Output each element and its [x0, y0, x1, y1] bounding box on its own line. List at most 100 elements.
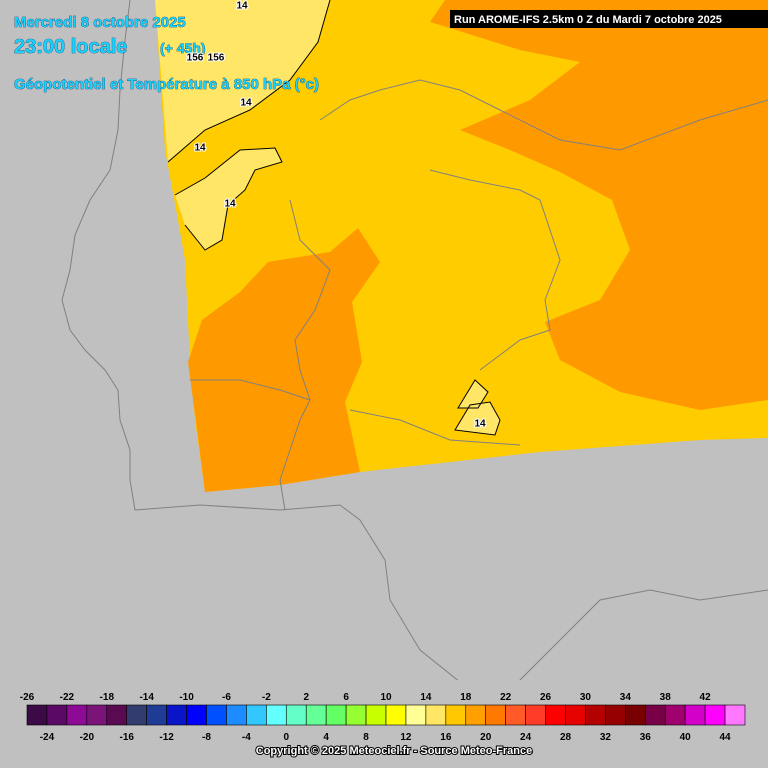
colorbar-box	[186, 704, 207, 726]
contour	[174, 147, 283, 251]
colorbar-label: 22	[500, 692, 512, 703]
colorbar-label: -4	[242, 732, 251, 743]
colorbar-label: 36	[640, 732, 652, 743]
colorbar-box	[106, 704, 128, 726]
colorbar-label: 38	[660, 692, 672, 703]
colorbar-label: 28	[560, 732, 572, 743]
contour	[454, 401, 501, 436]
colorbar-box	[585, 704, 606, 726]
run-info: Run AROME-IFS 2.5km 0 Z du Mardi 7 octob…	[454, 14, 722, 26]
colorbar-box	[525, 704, 546, 726]
field-18-20	[430, 0, 768, 410]
colorbar-label: 8	[363, 732, 369, 743]
colorbar-label: -18	[100, 692, 115, 703]
colorbar-box	[425, 704, 447, 726]
colorbar-box	[605, 704, 626, 726]
colorbar-label: -26	[20, 692, 35, 703]
border	[349, 409, 521, 446]
colorbar-label: -12	[159, 732, 174, 743]
colorbar-box	[166, 704, 187, 726]
colorbar-box	[505, 704, 526, 726]
colorbar-label: 18	[460, 692, 472, 703]
colorbar-label: 34	[620, 692, 632, 703]
border	[429, 169, 561, 371]
colorbar-box	[445, 704, 467, 726]
field-title: Géopotentiel et Température à 850 hPa (°…	[14, 76, 319, 93]
colorbar-label: -6	[222, 692, 231, 703]
colorbar-box	[126, 704, 147, 726]
colorbar-label: -22	[60, 692, 75, 703]
colorbar-box	[644, 704, 666, 726]
colorbar-label: 10	[380, 692, 392, 703]
colorbar-box	[704, 704, 726, 726]
colorbar-box	[545, 704, 566, 726]
colorbar-box	[485, 704, 506, 726]
field-18-20	[188, 228, 380, 492]
time: 23:00 locale	[14, 36, 127, 58]
contour-label: 14	[194, 143, 206, 154]
run-box	[450, 10, 768, 28]
colorbar-label: 20	[480, 732, 492, 743]
border	[279, 199, 331, 511]
contour-label: 14	[474, 419, 486, 430]
colorbar-label: 42	[700, 692, 712, 703]
contour-label: 156	[208, 53, 225, 64]
border	[319, 79, 768, 151]
colorbar-label: -14	[139, 692, 154, 703]
border	[190, 379, 311, 401]
colorbar-label: -2	[262, 692, 271, 703]
colorbar-label: 32	[600, 732, 612, 743]
colorbar-label: -10	[179, 692, 194, 703]
colorbar-box	[86, 704, 108, 726]
colorbar-box	[285, 704, 307, 726]
contour-label: 14	[240, 98, 252, 109]
colorbar-box	[26, 704, 48, 726]
contours	[167, 0, 501, 436]
colorbar-box	[724, 704, 746, 726]
colorbar-label: 6	[343, 692, 349, 703]
colorbar-label: 12	[400, 732, 412, 743]
colorbar-label: -20	[80, 732, 95, 743]
colorbar-box	[365, 704, 387, 726]
colorbar-box	[345, 704, 367, 726]
colorbar-box	[565, 704, 586, 726]
colorbar-box	[66, 704, 88, 726]
contour	[167, 0, 331, 163]
contour-label: 14	[236, 1, 248, 12]
colorbar-box	[46, 704, 68, 726]
field-14-16	[458, 380, 488, 408]
colorbar-label: -8	[202, 732, 211, 743]
colorbar-box	[305, 704, 327, 726]
colorbar-box	[146, 704, 167, 726]
contour-label: 156	[187, 53, 204, 64]
colorbar-box	[325, 704, 347, 726]
colorbar-box	[226, 704, 247, 726]
colorbar-box	[625, 704, 646, 726]
colorbar-label: 24	[520, 732, 532, 743]
colorbar-box	[684, 704, 706, 726]
contour	[457, 379, 489, 409]
colorbar-box	[246, 704, 267, 726]
contour-label: 14	[224, 199, 236, 210]
colorbar-label: 4	[323, 732, 329, 743]
colorbar-label: 30	[580, 692, 592, 703]
colorbar-box	[266, 704, 287, 726]
colorbar-label: 2	[303, 692, 309, 703]
field-14-16	[175, 148, 282, 250]
copyright: Copyright © 2025 Meteociel.fr - Source M…	[256, 745, 532, 757]
colorbar-box	[206, 704, 227, 726]
colorbar-label: 26	[540, 692, 552, 703]
colorbar-label: 40	[680, 732, 692, 743]
colorbar-label: 16	[440, 732, 452, 743]
colorbar-label: 44	[719, 732, 731, 743]
colorbar-box	[385, 704, 407, 726]
colorbar-label: -16	[119, 732, 134, 743]
colorbar-box	[664, 704, 686, 726]
colorbar-label: 0	[283, 732, 289, 743]
colorbar-box	[465, 704, 487, 726]
lead-time: (+ 45h)	[160, 40, 206, 56]
date: Mercredi 8 octobre 2025	[14, 14, 186, 31]
colorbar-label: 14	[420, 692, 432, 703]
